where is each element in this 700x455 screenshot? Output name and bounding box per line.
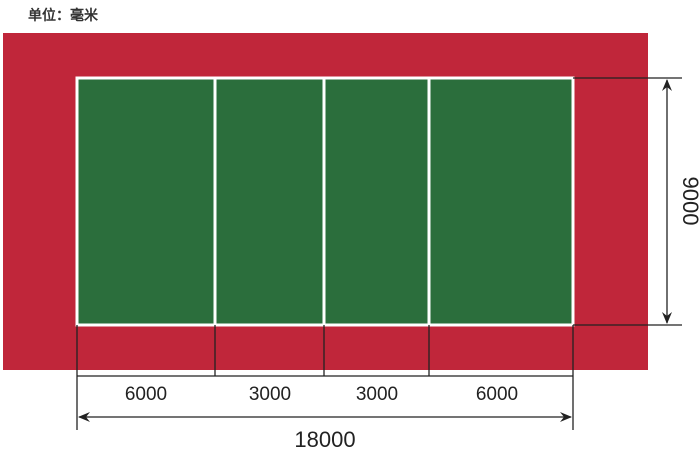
segment-label-3: 3000 — [356, 384, 398, 405]
width-label: 9000 — [678, 177, 700, 226]
segment-label-4: 6000 — [476, 384, 518, 405]
length-dimension — [76, 325, 574, 430]
unit-label: 单位：毫米 — [28, 7, 98, 23]
segment-label-1: 6000 — [125, 384, 167, 405]
segment-label-2: 3000 — [249, 384, 291, 405]
total-length-label: 18000 — [294, 427, 355, 452]
width-dimension — [573, 77, 682, 326]
